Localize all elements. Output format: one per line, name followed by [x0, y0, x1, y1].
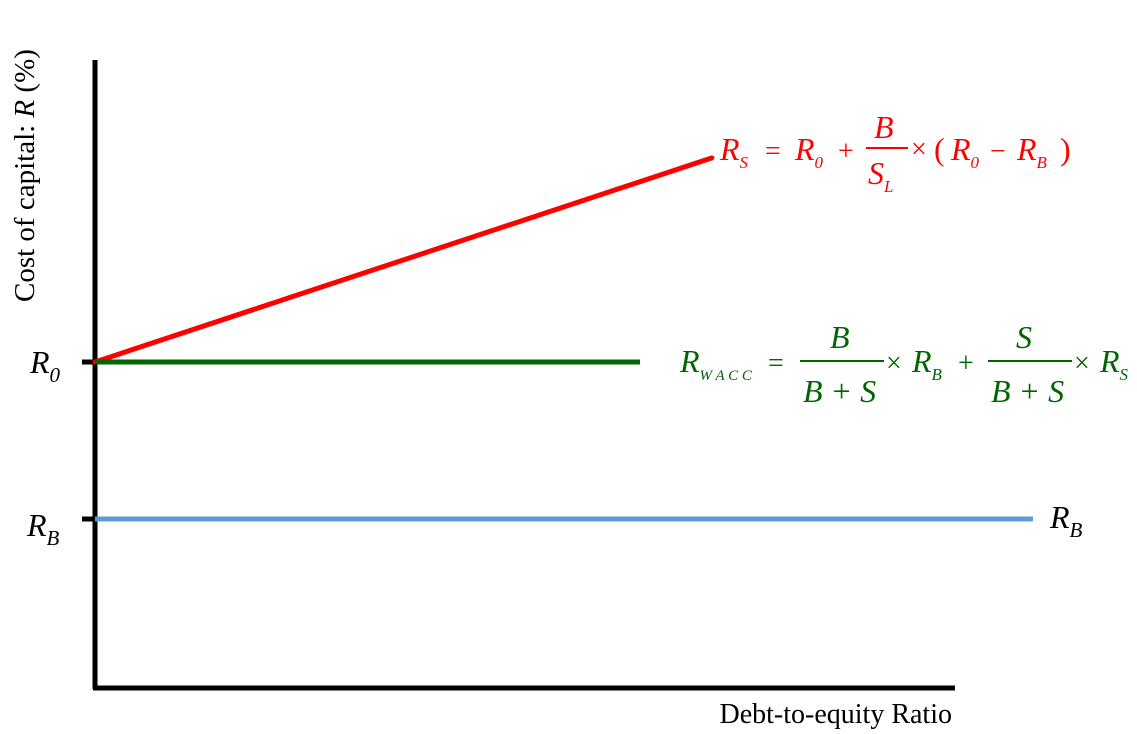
svg-text:(: (	[934, 131, 945, 167]
svg-text:RB: RB	[911, 343, 943, 384]
svg-text:R0: R0	[794, 131, 824, 172]
svg-text:=: =	[768, 348, 784, 379]
svg-text:): )	[1060, 131, 1071, 167]
rwacc-formula: RW A C C = B B + S × RB + S B + S × RS	[679, 319, 1129, 409]
rb-line-label: RB	[1049, 499, 1083, 542]
svg-text:−: −	[990, 136, 1006, 167]
x-axis-label: Debt-to-equity Ratio	[719, 699, 952, 730]
svg-text:S: S	[1016, 319, 1032, 355]
svg-text:B + S: B + S	[803, 373, 876, 409]
rs-formula: RS = R0 + B SL × ( R0 − RB )	[719, 109, 1071, 196]
svg-text:+: +	[958, 348, 974, 379]
tick-label-r0: R0	[29, 344, 61, 387]
svg-text:=: =	[765, 136, 781, 167]
tick-label-rb: RB	[26, 507, 60, 550]
svg-text:RB: RB	[1016, 131, 1048, 172]
svg-text:RW A C C: RW A C C	[679, 343, 753, 384]
svg-text:×: ×	[1074, 348, 1090, 379]
series-line-rs	[92, 155, 715, 365]
svg-text:B + S: B + S	[991, 373, 1064, 409]
svg-text:RS: RS	[719, 131, 749, 172]
y-axis-label: Cost of capital: R (%)	[9, 49, 41, 302]
svg-text:R0: R0	[950, 131, 980, 172]
svg-text:B: B	[830, 319, 850, 355]
svg-text:+: +	[838, 136, 854, 167]
svg-text:×: ×	[886, 348, 902, 379]
svg-text:RS: RS	[1099, 343, 1129, 384]
svg-text:B: B	[874, 109, 894, 145]
svg-text:SL: SL	[868, 155, 893, 196]
svg-text:×: ×	[911, 134, 927, 165]
